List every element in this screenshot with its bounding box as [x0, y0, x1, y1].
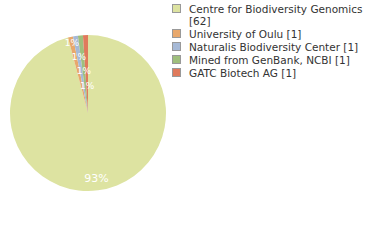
html-text:GATC Biotech AG [1]: GATC Biotech AG [1]: [189, 67, 297, 79]
svg-text:1%: 1%: [72, 52, 87, 62]
html-text:Naturalis Biodiversity Center: Naturalis Biodiversity Center [1]: [189, 41, 359, 53]
svg-text:1%: 1%: [65, 38, 80, 48]
svg-text:1%: 1%: [77, 66, 92, 76]
html-text:Centre for Biodiversity Genomi: Centre for Biodiversity Genomics [62]: [189, 3, 363, 27]
html-text:Mined from GenBank, NCBI [1]: Mined from GenBank, NCBI [1]: [189, 54, 350, 66]
html-text:University of Oulu [1]: University of Oulu [1]: [189, 28, 302, 40]
svg-text:93%: 93%: [84, 172, 108, 185]
svg-text:1%: 1%: [80, 81, 95, 91]
